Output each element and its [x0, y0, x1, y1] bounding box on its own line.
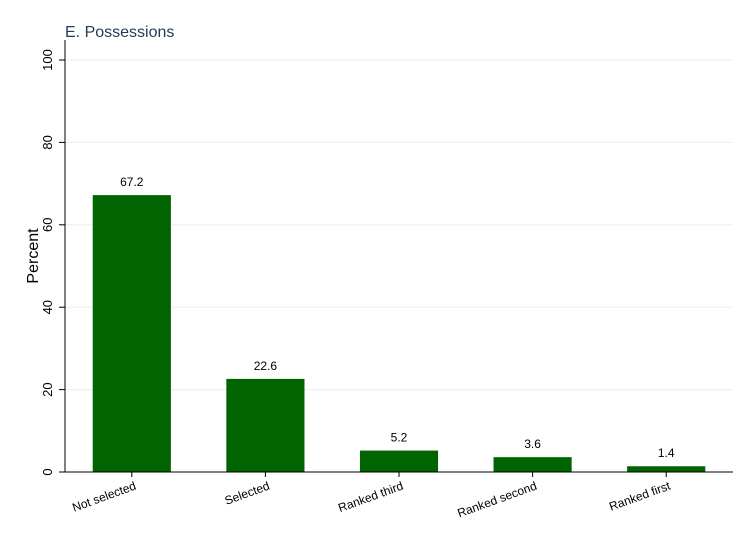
- y-tick-label: 100: [40, 49, 55, 71]
- bar: [226, 378, 305, 472]
- x-tick-label: Ranked third: [336, 479, 405, 515]
- bar: [359, 450, 439, 472]
- y-axis-label: Percent: [25, 228, 42, 284]
- x-tick-label: Not selected: [70, 479, 137, 515]
- x-tick-label: Ranked second: [455, 479, 538, 521]
- bar: [92, 195, 171, 473]
- data-labels: 67.2 22.6 5.2 3.6 1.4: [120, 175, 675, 460]
- data-label: 67.2: [120, 175, 144, 189]
- y-tick-label: 20: [40, 382, 55, 396]
- data-label: 22.6: [254, 359, 278, 373]
- data-label: 1.4: [658, 446, 675, 460]
- data-label: 3.6: [524, 437, 541, 451]
- chart-title: E. Possessions: [65, 24, 174, 41]
- data-label: 5.2: [391, 431, 408, 445]
- x-tick-label: Selected: [223, 479, 272, 508]
- y-tick-label: 0: [40, 468, 55, 475]
- gridlines: [65, 59, 733, 391]
- bar: [493, 457, 572, 472]
- y-tick-label: 80: [40, 135, 55, 149]
- y-tick-label: 40: [40, 300, 55, 314]
- x-tick-label: Ranked first: [607, 478, 673, 513]
- bar: [627, 466, 706, 472]
- bars: [92, 195, 706, 473]
- y-tick-label: 60: [40, 218, 55, 232]
